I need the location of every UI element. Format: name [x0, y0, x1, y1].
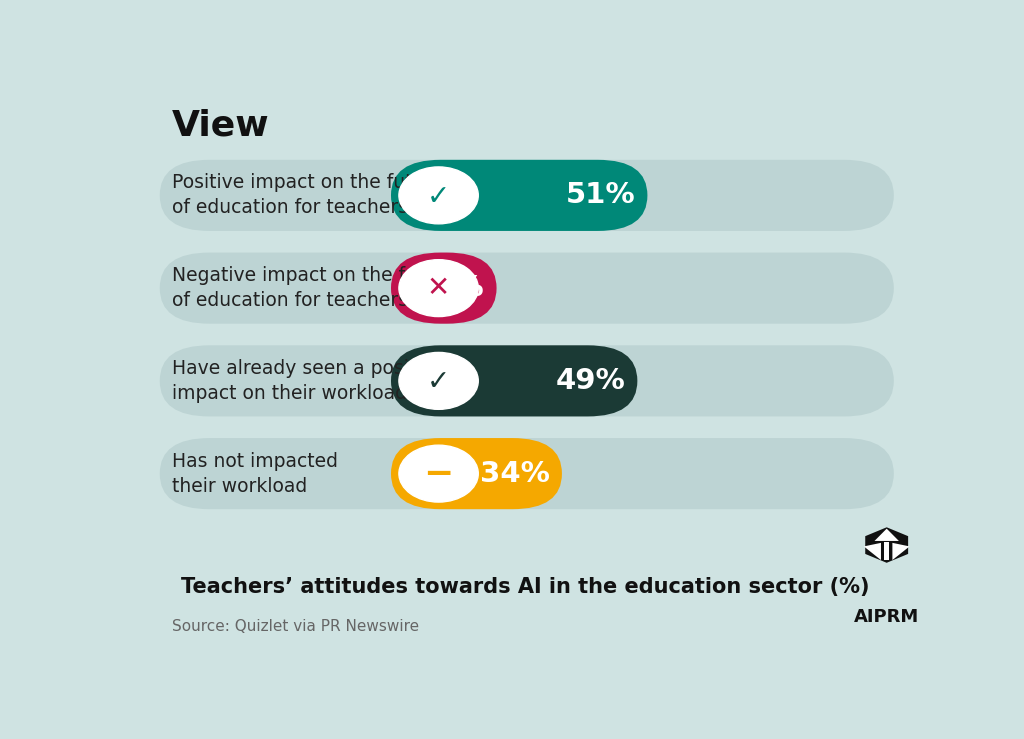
Text: −: − [424, 457, 454, 491]
Circle shape [399, 353, 478, 409]
Polygon shape [892, 543, 909, 560]
Text: 34%: 34% [480, 460, 550, 488]
Circle shape [399, 259, 478, 316]
FancyBboxPatch shape [391, 160, 647, 231]
Polygon shape [874, 528, 899, 541]
Text: 21%: 21% [415, 274, 484, 302]
Circle shape [399, 167, 478, 224]
Text: 51%: 51% [566, 181, 636, 209]
FancyBboxPatch shape [391, 345, 637, 417]
Text: Source: Quizlet via PR Newswire: Source: Quizlet via PR Newswire [172, 619, 419, 634]
FancyBboxPatch shape [391, 253, 497, 324]
Polygon shape [864, 543, 881, 560]
FancyBboxPatch shape [160, 253, 894, 324]
Text: Positive impact on the future
of education for teachers: Positive impact on the future of educati… [172, 174, 443, 217]
Circle shape [399, 445, 478, 502]
Text: View: View [172, 109, 269, 143]
FancyBboxPatch shape [160, 345, 894, 417]
Polygon shape [884, 542, 890, 560]
Text: Has not impacted
their workload: Has not impacted their workload [172, 452, 338, 496]
Text: Have already seen a positive
impact on their workload: Have already seen a positive impact on t… [172, 359, 443, 403]
Text: Negative impact on the future
of education for teachers: Negative impact on the future of educati… [172, 266, 455, 310]
Text: ✓: ✓ [427, 183, 451, 211]
Text: 49%: 49% [556, 367, 626, 395]
Text: ✕: ✕ [427, 274, 451, 302]
Text: ✓: ✓ [427, 368, 451, 396]
FancyBboxPatch shape [391, 438, 562, 509]
Text: AIPRM: AIPRM [854, 608, 920, 627]
FancyBboxPatch shape [160, 160, 894, 231]
FancyBboxPatch shape [160, 438, 894, 509]
Text: Teachers’ attitudes towards AI in the education sector (%): Teachers’ attitudes towards AI in the ed… [180, 576, 869, 596]
Polygon shape [865, 528, 908, 563]
